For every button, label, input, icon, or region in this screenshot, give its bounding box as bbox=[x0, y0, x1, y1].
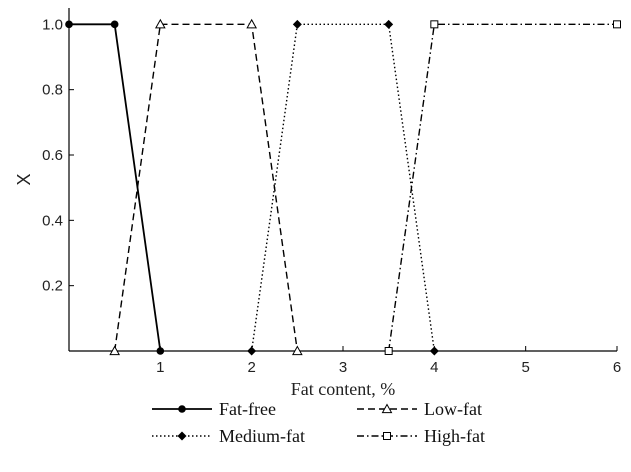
legend-marker-low-fat bbox=[381, 403, 393, 414]
legend-item-fat-free: Fat-free bbox=[152, 399, 276, 419]
data-point-fat-free bbox=[65, 20, 73, 29]
legend-item-medium-fat: Medium-fat bbox=[152, 426, 305, 446]
ticks: 1 2 3 4 5 6 0.2 0.4 0.6 0.8 1.0 bbox=[42, 16, 621, 376]
data-point-low-fat bbox=[291, 345, 303, 356]
legend-label-low-fat: Low-fat bbox=[424, 399, 482, 419]
x-tick-label: 3 bbox=[339, 359, 347, 376]
y-tick-label: 0.8 bbox=[42, 82, 63, 99]
y-axis-title: X bbox=[14, 173, 34, 185]
legend-label-high-fat: High-fat bbox=[424, 426, 485, 446]
x-tick-label: 2 bbox=[247, 359, 255, 376]
series-layer bbox=[69, 23, 617, 352]
legend-marker-medium-fat bbox=[177, 431, 187, 441]
series-line-high-fat bbox=[387, 23, 617, 352]
legend-item-high-fat: High-fat bbox=[357, 426, 485, 446]
data-point-medium-fat bbox=[247, 346, 257, 356]
x-tick-label: 6 bbox=[613, 359, 621, 376]
x-tick-label: 4 bbox=[430, 359, 438, 376]
y-tick-label: 0.2 bbox=[42, 278, 63, 295]
x-axis-title: Fat content, % bbox=[291, 379, 395, 399]
y-tick-label: 1.0 bbox=[42, 16, 63, 33]
series-line-fat-free bbox=[69, 23, 162, 352]
legend-marker-fat-free bbox=[178, 405, 186, 413]
x-tick-label: 5 bbox=[521, 359, 529, 376]
data-point-fat-free bbox=[110, 20, 119, 29]
data-point-low-fat bbox=[154, 18, 166, 29]
markers-layer bbox=[65, 18, 621, 356]
legend-marker-high-fat bbox=[383, 432, 391, 440]
x-tick-label: 1 bbox=[156, 359, 164, 376]
y-tick-label: 0.6 bbox=[42, 147, 63, 164]
data-point-medium-fat bbox=[384, 19, 394, 29]
data-point-high-fat bbox=[613, 20, 621, 29]
data-point-high-fat bbox=[430, 20, 439, 29]
data-point-fat-free bbox=[156, 347, 165, 355]
legend: Fat-free Low-fat Medium-fat High-fat bbox=[152, 399, 485, 446]
data-point-low-fat bbox=[246, 18, 258, 29]
data-point-high-fat bbox=[384, 347, 393, 355]
series-line-low-fat bbox=[113, 23, 299, 352]
data-point-medium-fat bbox=[429, 346, 439, 356]
legend-label-medium-fat: Medium-fat bbox=[219, 426, 305, 446]
y-tick-label: 0.4 bbox=[42, 212, 63, 229]
legend-item-low-fat: Low-fat bbox=[357, 399, 482, 419]
axes bbox=[68, 8, 617, 352]
legend-label-fat-free: Fat-free bbox=[219, 399, 276, 419]
series-line-medium-fat bbox=[250, 23, 436, 352]
data-point-low-fat bbox=[109, 345, 121, 356]
data-point-medium-fat bbox=[292, 19, 302, 29]
